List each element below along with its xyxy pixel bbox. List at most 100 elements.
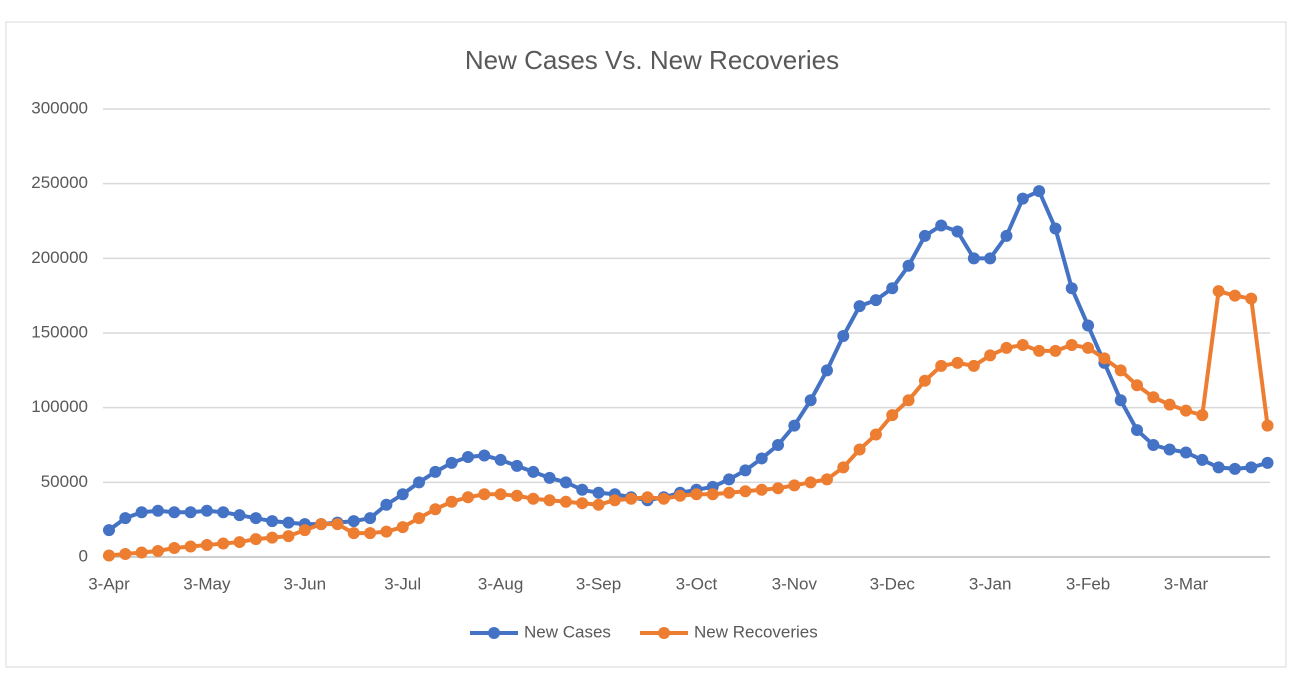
data-point <box>266 515 279 528</box>
data-point <box>837 329 850 342</box>
x-tick-label: 3-Feb <box>1066 574 1110 593</box>
data-point <box>641 491 654 504</box>
data-point <box>804 476 817 489</box>
data-point <box>461 491 474 504</box>
data-point <box>1147 391 1160 404</box>
data-point <box>1000 229 1013 242</box>
data-point <box>119 548 132 561</box>
data-point <box>1114 394 1127 407</box>
chart-border <box>5 21 1287 668</box>
data-point <box>1261 419 1274 432</box>
data-point <box>739 485 752 498</box>
data-point <box>1016 192 1029 205</box>
y-tick-label: 200000 <box>31 248 88 267</box>
data-point <box>151 504 164 517</box>
chart-title: New Cases Vs. New Recoveries <box>465 45 839 75</box>
data-point <box>217 506 230 519</box>
data-point <box>184 506 197 519</box>
data-point <box>364 512 377 525</box>
y-tick-label: 100000 <box>31 397 88 416</box>
data-point <box>1196 409 1209 422</box>
data-point <box>576 483 589 496</box>
data-point <box>967 359 980 372</box>
data-point <box>1082 341 1095 354</box>
y-tick-label: 250000 <box>31 173 88 192</box>
data-point <box>739 464 752 477</box>
data-point <box>723 486 736 499</box>
data-point <box>918 229 931 242</box>
data-point <box>804 394 817 407</box>
data-point <box>445 495 458 508</box>
x-tick-label: 3-May <box>183 574 231 593</box>
data-point <box>200 539 213 552</box>
data-point <box>853 443 866 456</box>
data-point <box>527 465 540 478</box>
data-point <box>1114 364 1127 377</box>
data-point <box>1261 456 1274 469</box>
data-point <box>249 512 262 525</box>
data-point <box>478 449 491 462</box>
data-point <box>886 409 899 422</box>
data-point <box>135 546 148 559</box>
data-point <box>951 225 964 238</box>
data-point <box>918 374 931 387</box>
data-point <box>347 515 360 528</box>
data-point <box>1179 446 1192 459</box>
data-point <box>706 488 719 501</box>
data-point <box>380 525 393 538</box>
data-point <box>1228 462 1241 475</box>
data-point <box>1212 285 1225 298</box>
x-tick-label: 3-Mar <box>1164 574 1209 593</box>
data-point <box>1245 461 1258 474</box>
data-point <box>103 524 115 537</box>
data-point <box>282 530 295 543</box>
data-point <box>788 479 801 492</box>
data-point <box>1033 344 1046 357</box>
data-point <box>151 545 164 558</box>
data-point <box>298 524 311 537</box>
data-point <box>494 488 507 501</box>
data-point <box>233 509 246 522</box>
data-point <box>772 439 785 451</box>
data-point <box>1228 289 1241 302</box>
data-point <box>249 533 262 546</box>
data-point <box>837 461 850 474</box>
y-tick-label: 300000 <box>31 98 88 117</box>
data-point <box>559 476 572 489</box>
x-tick-label: 3-Jan <box>969 574 1012 593</box>
data-point <box>445 456 458 469</box>
x-tick-label: 3-Nov <box>772 574 818 593</box>
data-point <box>984 252 997 265</box>
x-tick-label: 3-Dec <box>870 574 916 593</box>
data-point <box>1049 222 1062 235</box>
data-point <box>168 542 181 555</box>
data-point <box>135 506 148 519</box>
data-point <box>1065 338 1078 351</box>
data-point <box>217 537 230 550</box>
data-point <box>935 359 948 372</box>
x-tick-label: 3-Aug <box>478 574 523 593</box>
x-tick-label: 3-Oct <box>676 574 718 593</box>
data-point <box>902 259 915 272</box>
data-point <box>690 488 703 501</box>
data-point <box>429 503 442 516</box>
data-point <box>413 476 426 489</box>
data-point <box>1163 398 1176 411</box>
data-point <box>576 497 589 510</box>
data-point <box>1082 319 1095 332</box>
legend-label: New Cases <box>524 622 611 641</box>
data-point <box>608 494 621 507</box>
data-point <box>984 349 997 362</box>
y-tick-label: 50000 <box>41 472 88 491</box>
data-point <box>396 521 409 534</box>
data-point <box>853 300 866 313</box>
data-point <box>380 498 393 511</box>
data-point <box>1016 338 1029 351</box>
data-point <box>461 450 474 463</box>
data-point <box>902 394 915 407</box>
data-point <box>347 527 360 540</box>
data-point <box>886 282 899 295</box>
data-point <box>788 419 801 432</box>
data-point <box>723 473 736 486</box>
